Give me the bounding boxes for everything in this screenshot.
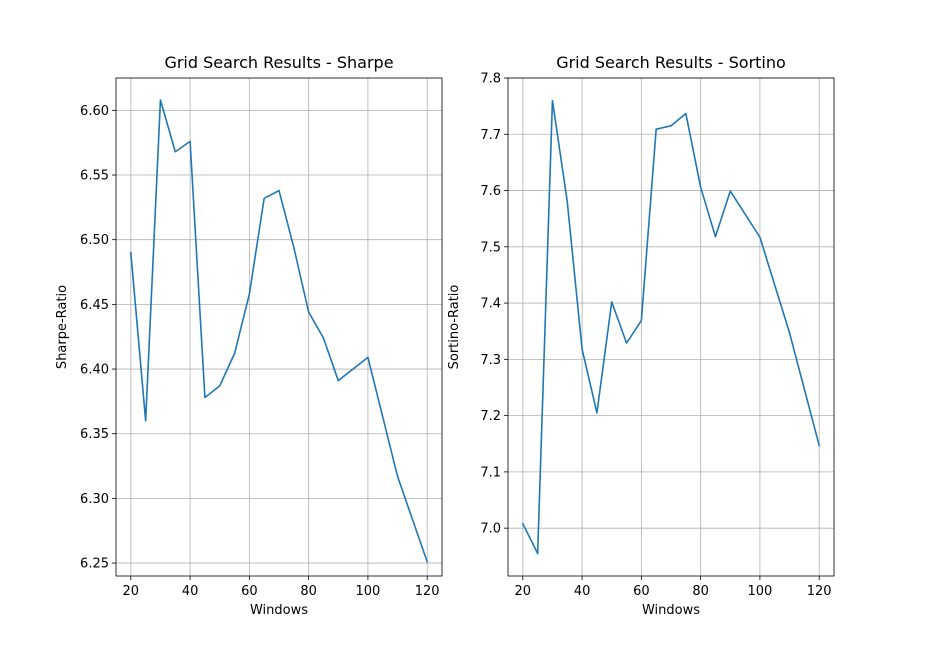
x-tick-label: 40 <box>574 584 591 599</box>
x-tick-label: 20 <box>515 584 532 599</box>
plot-area <box>129 99 429 563</box>
grid <box>508 77 834 576</box>
chart-title: Grid Search Results - Sharpe <box>164 53 393 72</box>
y-tick-label: 7.1 <box>480 465 501 480</box>
axes-frame <box>507 77 835 577</box>
y-tick-label: 7.0 <box>480 522 501 537</box>
x-tick-label: 40 <box>182 584 199 599</box>
y-tick-label: 7.5 <box>480 240 501 255</box>
y-tick-label: 6.60 <box>80 104 109 119</box>
x-tick-label: 20 <box>123 584 140 599</box>
series-line <box>521 99 821 555</box>
grid <box>116 78 442 576</box>
y-tick-label: 6.45 <box>80 298 109 313</box>
y-tick-label: 6.25 <box>80 557 109 572</box>
y-tick-label: 6.40 <box>80 363 109 378</box>
ticks: 20 40 60 80 100 120 6.25 6.30 6.35 6.40 6.45 6.50 6.… <box>80 104 440 599</box>
y-tick-label: 7.6 <box>480 184 501 199</box>
y-tick-label: 7.8 <box>480 72 501 87</box>
sharpe-chart: Grid Search Results - Sharpe Windows Sha… <box>55 53 443 618</box>
y-axis-label: Sortino-Ratio <box>447 285 462 370</box>
chart-title: Grid Search Results - Sortino <box>556 53 786 72</box>
axes-frame <box>115 77 443 577</box>
x-tick-label: 100 <box>355 584 380 599</box>
y-tick-label: 6.35 <box>80 427 109 442</box>
plot-area <box>521 99 821 555</box>
y-tick-label: 7.3 <box>480 353 501 368</box>
series-line <box>129 99 429 563</box>
x-axis-label: Windows <box>250 603 308 618</box>
x-tick-label: 60 <box>633 584 650 599</box>
ticks: 20 40 60 80 100 120 7.0 7.1 7.2 7.3 7.4 7.5 7.6 7.7 7.… <box>480 72 831 600</box>
x-tick-label: 80 <box>300 584 317 599</box>
x-tick-label: 80 <box>692 584 709 599</box>
x-tick-label: 60 <box>241 584 258 599</box>
y-tick-label: 7.7 <box>480 128 501 143</box>
y-tick-label: 7.4 <box>480 297 501 312</box>
y-tick-label: 6.50 <box>80 233 109 248</box>
y-tick-label: 7.2 <box>480 409 501 424</box>
x-tick-label: 120 <box>807 584 832 599</box>
x-tick-label: 120 <box>415 584 440 599</box>
y-tick-label: 6.55 <box>80 169 109 184</box>
y-axis-label: Sharpe-Ratio <box>55 285 70 369</box>
y-tick-label: 6.30 <box>80 492 109 507</box>
x-axis-label: Windows <box>642 603 700 618</box>
x-tick-label: 100 <box>747 584 772 599</box>
sortino-chart: Grid Search Results - Sortino Windows So… <box>447 53 835 618</box>
